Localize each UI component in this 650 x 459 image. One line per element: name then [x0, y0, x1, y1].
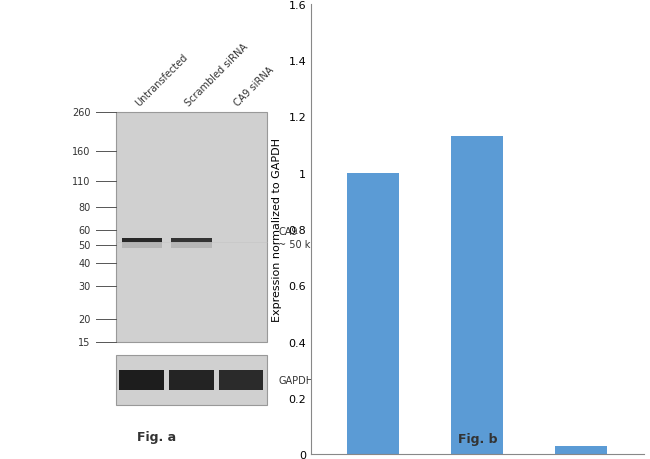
Y-axis label: Expression normalized to GAPDH: Expression normalized to GAPDH: [272, 138, 281, 321]
Bar: [451, 137, 503, 454]
Bar: [218, 370, 263, 380]
Bar: [120, 370, 164, 380]
Bar: [120, 381, 164, 391]
Text: Fig. b: Fig. b: [458, 432, 497, 445]
Text: CA9 siRNA: CA9 siRNA: [233, 65, 276, 108]
Text: Scrambled siRNA: Scrambled siRNA: [183, 42, 250, 108]
Bar: [120, 370, 164, 390]
Bar: [218, 370, 263, 390]
Bar: [169, 370, 214, 390]
Bar: [218, 381, 263, 391]
Text: 260: 260: [72, 107, 90, 118]
Bar: [555, 446, 607, 454]
Bar: [169, 381, 214, 391]
Bar: [116, 112, 266, 342]
Text: 50: 50: [78, 240, 90, 250]
Text: CA9
~ 50 kDa: CA9 ~ 50 kDa: [278, 227, 324, 250]
Text: Fig. a: Fig. a: [137, 430, 176, 443]
Text: 160: 160: [72, 146, 90, 157]
Bar: [348, 173, 399, 454]
Text: 15: 15: [78, 337, 90, 347]
Text: 20: 20: [78, 314, 90, 324]
Bar: [171, 243, 212, 248]
Bar: [122, 243, 162, 248]
Bar: [122, 238, 162, 243]
Bar: [169, 370, 214, 380]
Text: 40: 40: [78, 258, 90, 268]
Text: 80: 80: [78, 202, 90, 213]
Text: Untransfected: Untransfected: [133, 52, 190, 108]
Text: GAPDH: GAPDH: [278, 375, 313, 385]
Bar: [171, 238, 212, 243]
Text: 30: 30: [78, 281, 90, 291]
Text: 110: 110: [72, 177, 90, 187]
Bar: [116, 355, 266, 405]
Text: 60: 60: [78, 225, 90, 235]
